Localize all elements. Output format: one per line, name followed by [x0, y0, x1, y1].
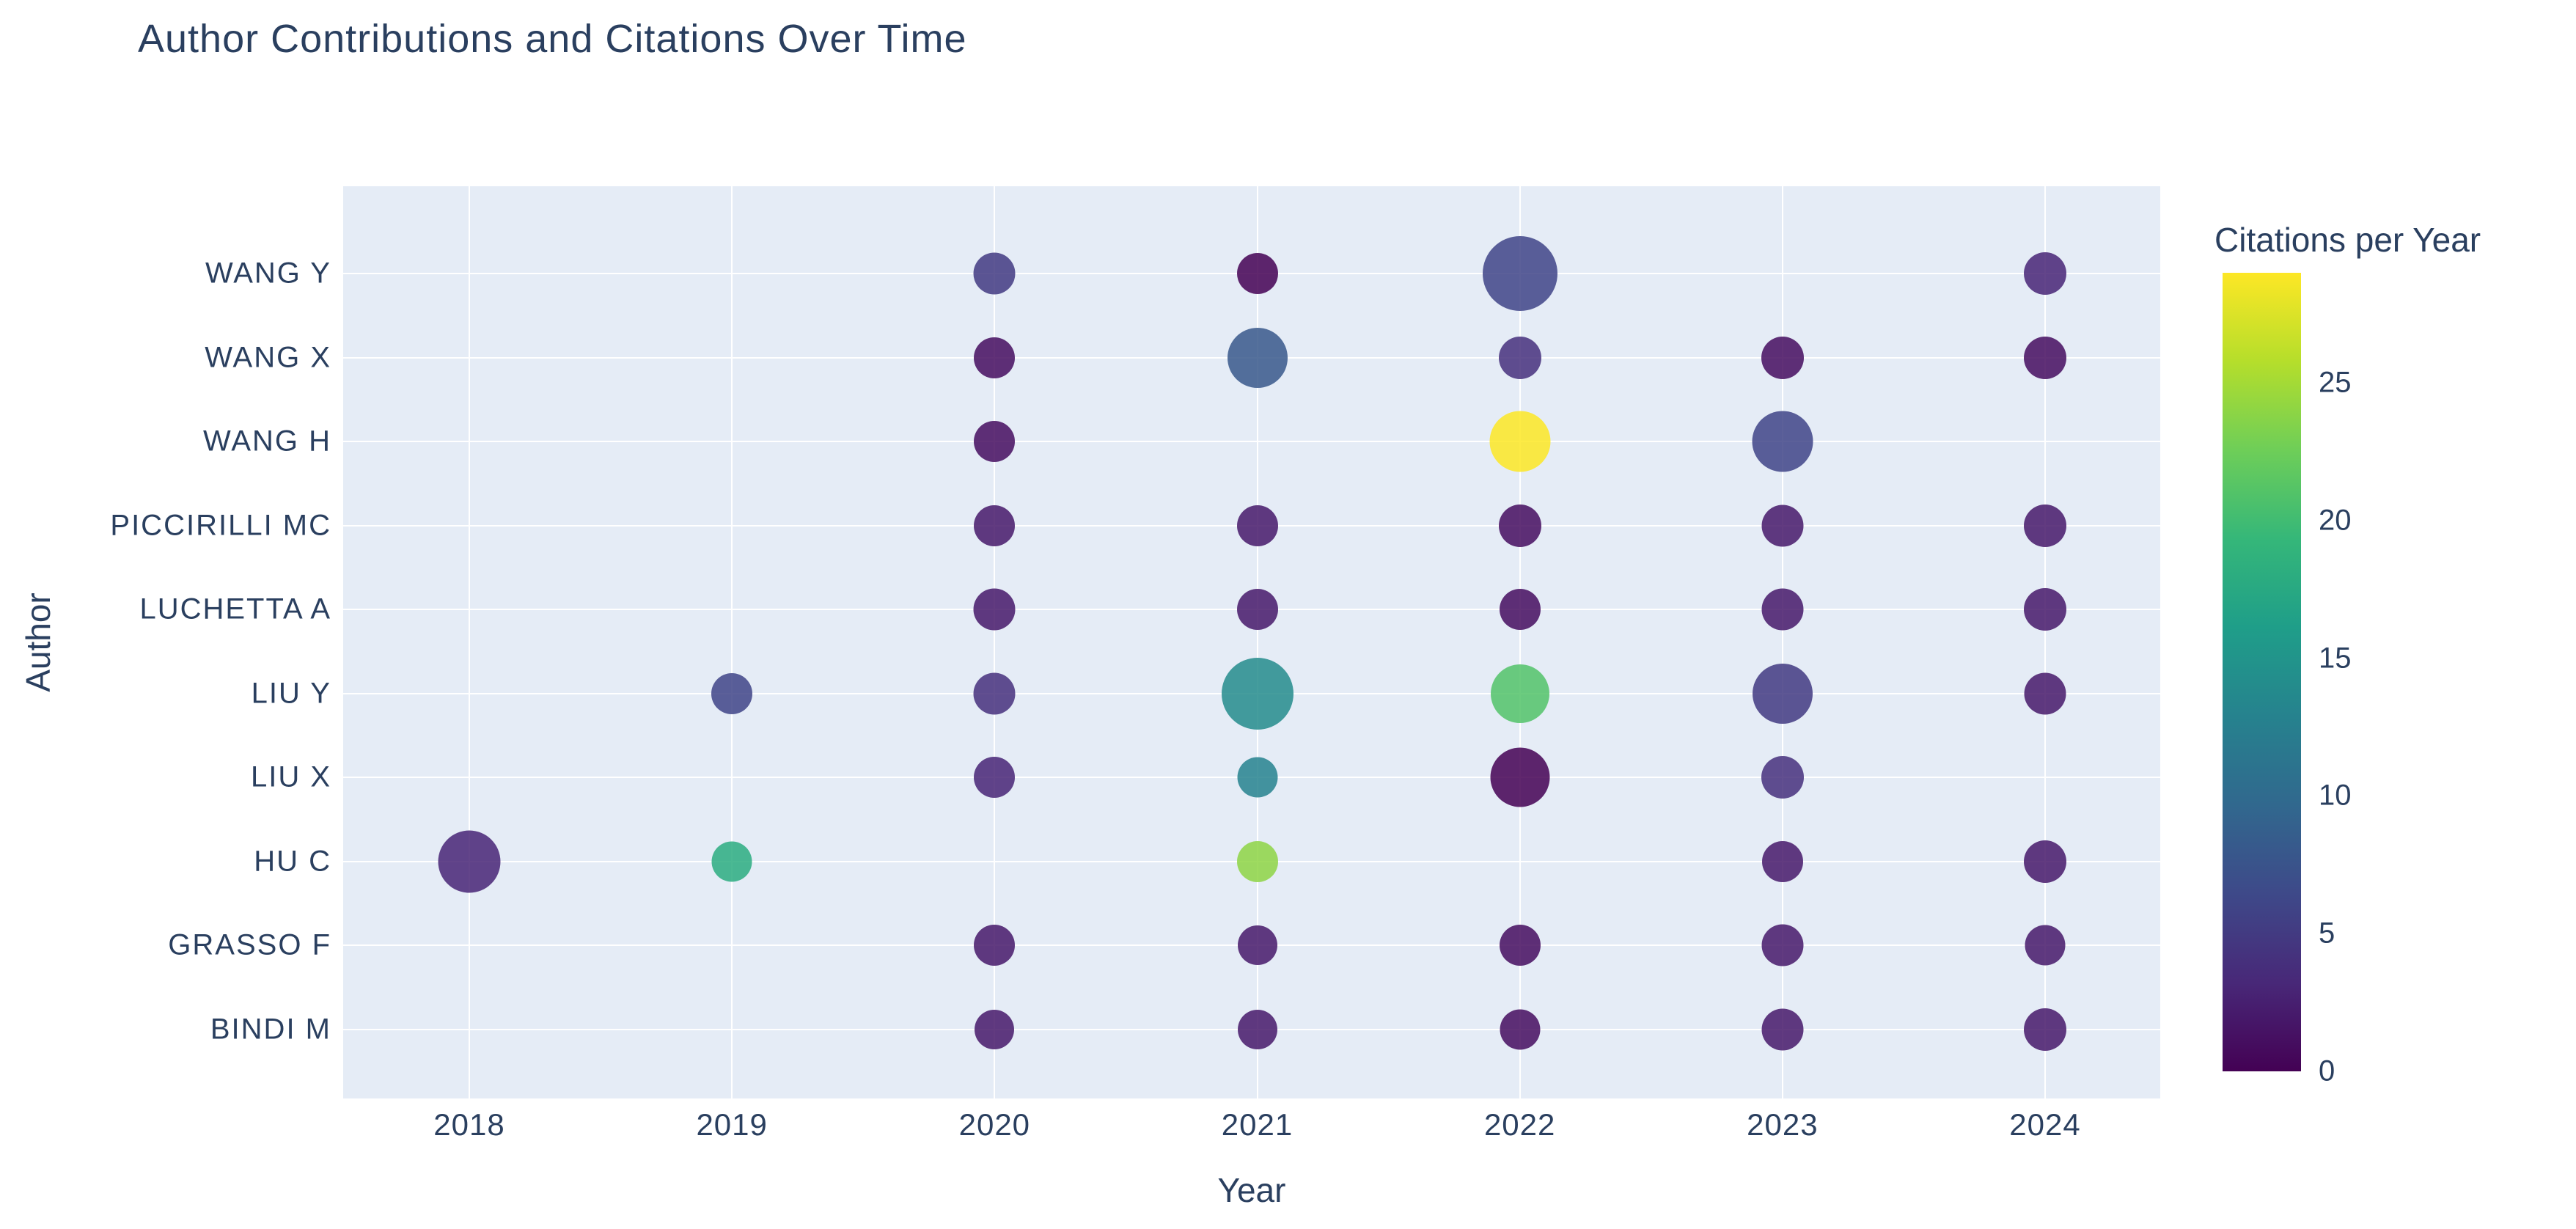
colorbar-tick-label: 0: [2319, 1054, 2335, 1087]
colorbar-tick-label: 20: [2319, 504, 2352, 537]
colorbar-tick-label: 10: [2319, 779, 2352, 812]
colorbar-tick-label: 15: [2319, 642, 2352, 675]
x-tick-label: 2020: [958, 1107, 1031, 1142]
bubble-wang-y-2020[interactable]: [973, 252, 1016, 295]
bubble-liu-y-2022[interactable]: [1490, 664, 1549, 723]
x-gridline: [1519, 186, 1521, 1098]
bubble-bindi-m-2024[interactable]: [2024, 1008, 2067, 1052]
y-tick-label: LUCHETTA A: [139, 593, 331, 625]
bubble-hu-c-2021[interactable]: [1236, 840, 1278, 882]
y-tick-label: HU C: [254, 845, 331, 878]
bubble-hu-c-2018[interactable]: [438, 830, 501, 893]
bubble-piccirilli-mc-2022[interactable]: [1498, 504, 1541, 547]
bubble-piccirilli-mc-2020[interactable]: [974, 505, 1016, 546]
bubble-grasso-f-2022[interactable]: [1499, 925, 1541, 966]
bubble-luchetta-a-2021[interactable]: [1236, 589, 1278, 631]
x-tick-label: 2018: [433, 1107, 505, 1142]
x-gridline: [994, 186, 996, 1098]
bubble-liu-x-2021[interactable]: [1237, 757, 1277, 798]
bubble-wang-x-2023[interactable]: [1761, 336, 1804, 379]
x-tick-label: 2023: [1747, 1107, 1819, 1142]
y-tick-label: WANG X: [205, 341, 331, 374]
bubble-luchetta-a-2020[interactable]: [973, 588, 1016, 631]
bubble-luchetta-a-2022[interactable]: [1499, 589, 1541, 631]
colorbar-tick-label: 5: [2319, 917, 2335, 950]
bubble-hu-c-2024[interactable]: [2024, 840, 2067, 883]
y-axis-title: Author: [19, 593, 57, 692]
x-gridline: [731, 186, 733, 1098]
bubble-bindi-m-2023[interactable]: [1761, 1008, 1804, 1051]
bubble-wang-h-2020[interactable]: [974, 421, 1016, 463]
bubble-wang-x-2022[interactable]: [1498, 336, 1541, 379]
bubble-wang-y-2021[interactable]: [1236, 253, 1278, 294]
y-tick-label: LIU X: [250, 760, 331, 793]
colorbar-title: Citations per Year: [2214, 221, 2481, 259]
chart-title: Author Contributions and Citations Over …: [138, 17, 967, 61]
bubble-grasso-f-2020[interactable]: [974, 925, 1016, 966]
x-gridline: [1781, 186, 1783, 1098]
bubble-hu-c-2019[interactable]: [711, 841, 752, 882]
bubble-wang-h-2022[interactable]: [1489, 411, 1551, 472]
bubble-luchetta-a-2024[interactable]: [2024, 588, 2067, 631]
bubble-bindi-m-2022[interactable]: [1500, 1009, 1541, 1050]
colorbar-gradient: [2223, 273, 2301, 1071]
bubble-piccirilli-mc-2024[interactable]: [2024, 504, 2067, 547]
y-tick-label: PICCIRILLI MC: [110, 509, 331, 542]
y-tick-label: WANG H: [203, 425, 331, 458]
colorbar-tick-label: 25: [2319, 366, 2352, 399]
bubble-wang-y-2024[interactable]: [2024, 252, 2067, 295]
bubble-grasso-f-2021[interactable]: [1237, 925, 1277, 966]
bubble-hu-c-2023[interactable]: [1761, 840, 1803, 882]
x-tick-label: 2024: [2009, 1107, 2081, 1142]
bubble-bindi-m-2021[interactable]: [1237, 1010, 1277, 1050]
x-gridline: [469, 186, 470, 1098]
bubble-liu-x-2020[interactable]: [974, 757, 1016, 799]
y-tick-label: LIU Y: [251, 677, 331, 710]
x-tick-label: 2022: [1483, 1107, 1556, 1142]
bubble-wang-h-2023[interactable]: [1752, 411, 1813, 472]
plot-area[interactable]: [343, 186, 2160, 1098]
bubble-luchetta-a-2023[interactable]: [1761, 588, 1804, 631]
bubble-liu-y-2021[interactable]: [1221, 657, 1293, 730]
bubble-liu-y-2023[interactable]: [1752, 663, 1813, 724]
y-tick-label: WANG Y: [205, 257, 331, 290]
x-gridline: [1256, 186, 1258, 1098]
bubble-liu-y-2024[interactable]: [2024, 672, 2066, 715]
bubble-piccirilli-mc-2023[interactable]: [1761, 505, 1804, 547]
y-tick-label: GRASSO F: [168, 928, 331, 961]
y-tick-label: BINDI M: [210, 1013, 331, 1046]
bubble-liu-x-2023[interactable]: [1761, 756, 1804, 799]
x-axis-title: Year: [1217, 1171, 1286, 1209]
x-tick-label: 2021: [1221, 1107, 1293, 1142]
bubble-wang-x-2021[interactable]: [1227, 327, 1288, 388]
bubble-grasso-f-2023[interactable]: [1761, 924, 1804, 966]
bubble-bindi-m-2020[interactable]: [975, 1010, 1015, 1050]
x-gridline: [2044, 186, 2047, 1098]
bubble-wang-y-2022[interactable]: [1482, 236, 1557, 311]
bubble-liu-x-2022[interactable]: [1490, 747, 1550, 807]
bubble-wang-x-2024[interactable]: [2024, 336, 2067, 379]
bubble-liu-y-2019[interactable]: [711, 672, 753, 714]
y-gridline: [343, 441, 2160, 443]
bubble-liu-y-2020[interactable]: [973, 672, 1016, 715]
bubble-piccirilli-mc-2021[interactable]: [1236, 505, 1278, 546]
bubble-grasso-f-2024[interactable]: [2025, 925, 2066, 966]
bubble-wang-x-2020[interactable]: [974, 337, 1016, 378]
x-tick-label: 2019: [696, 1107, 768, 1142]
